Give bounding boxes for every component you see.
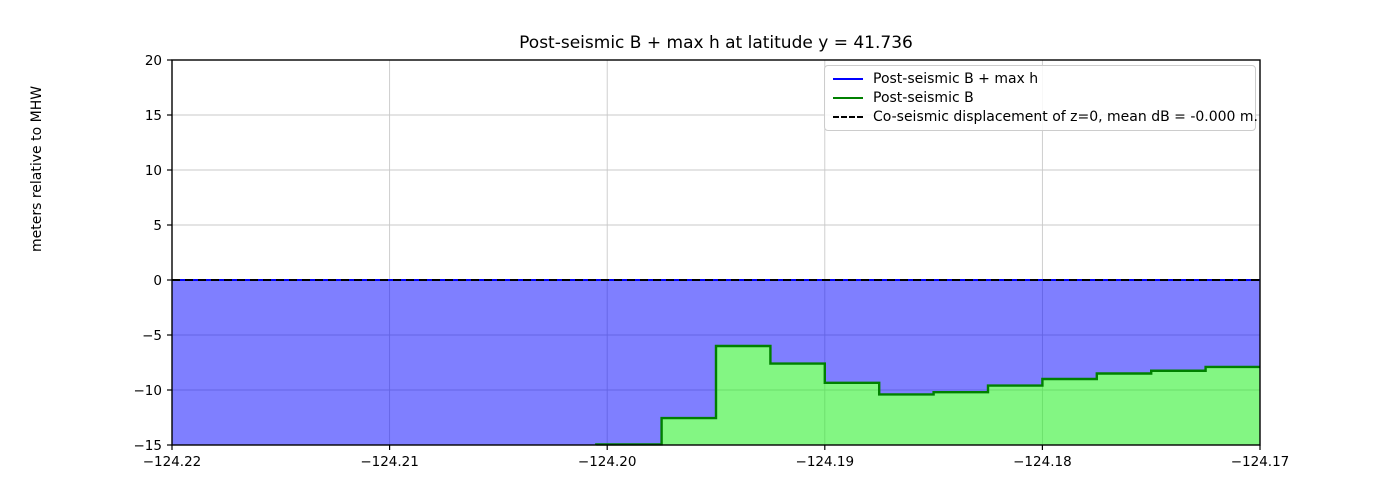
x-tick-label: −124.22 (143, 454, 202, 470)
y-tick-label: −5 (142, 328, 162, 344)
x-tick-label: −124.17 (1231, 454, 1290, 470)
legend-line-sample-dashed (833, 115, 863, 118)
x-tick-label: −124.18 (1013, 454, 1072, 470)
axes-spines (171, 59, 1261, 446)
legend: Post-seismic B + max h Post-seismic B Co… (824, 65, 1258, 131)
x-tick-label: −124.20 (578, 454, 637, 470)
y-tick-label: 20 (145, 53, 162, 69)
legend-item: Post-seismic B + max h (833, 70, 1247, 88)
post-seismic-b-line (595, 344, 1260, 446)
legend-label: Post-seismic B (873, 89, 974, 106)
x-tick-label: −124.19 (796, 454, 855, 470)
y-tick-label: 10 (145, 163, 162, 179)
chart-title: Post-seismic B + max h at latitude y = 4… (519, 33, 913, 53)
y-tick-label: −10 (134, 383, 163, 399)
legend-line-sample-blue (833, 78, 863, 81)
legend-item: Post-seismic B (833, 89, 1247, 107)
legend-label: Co-seismic displacement of z=0, mean dB … (873, 108, 1258, 125)
legend-line-sample-green (833, 96, 863, 99)
y-tick-label: 0 (153, 273, 162, 289)
x-tick-label: −124.21 (360, 454, 419, 470)
y-tick-label: −15 (134, 438, 163, 454)
y-tick-label: 15 (145, 108, 162, 124)
legend-item: Co-seismic displacement of z=0, mean dB … (833, 108, 1258, 126)
y-tick-label: 5 (153, 218, 162, 234)
legend-label: Post-seismic B + max h (873, 71, 1039, 88)
